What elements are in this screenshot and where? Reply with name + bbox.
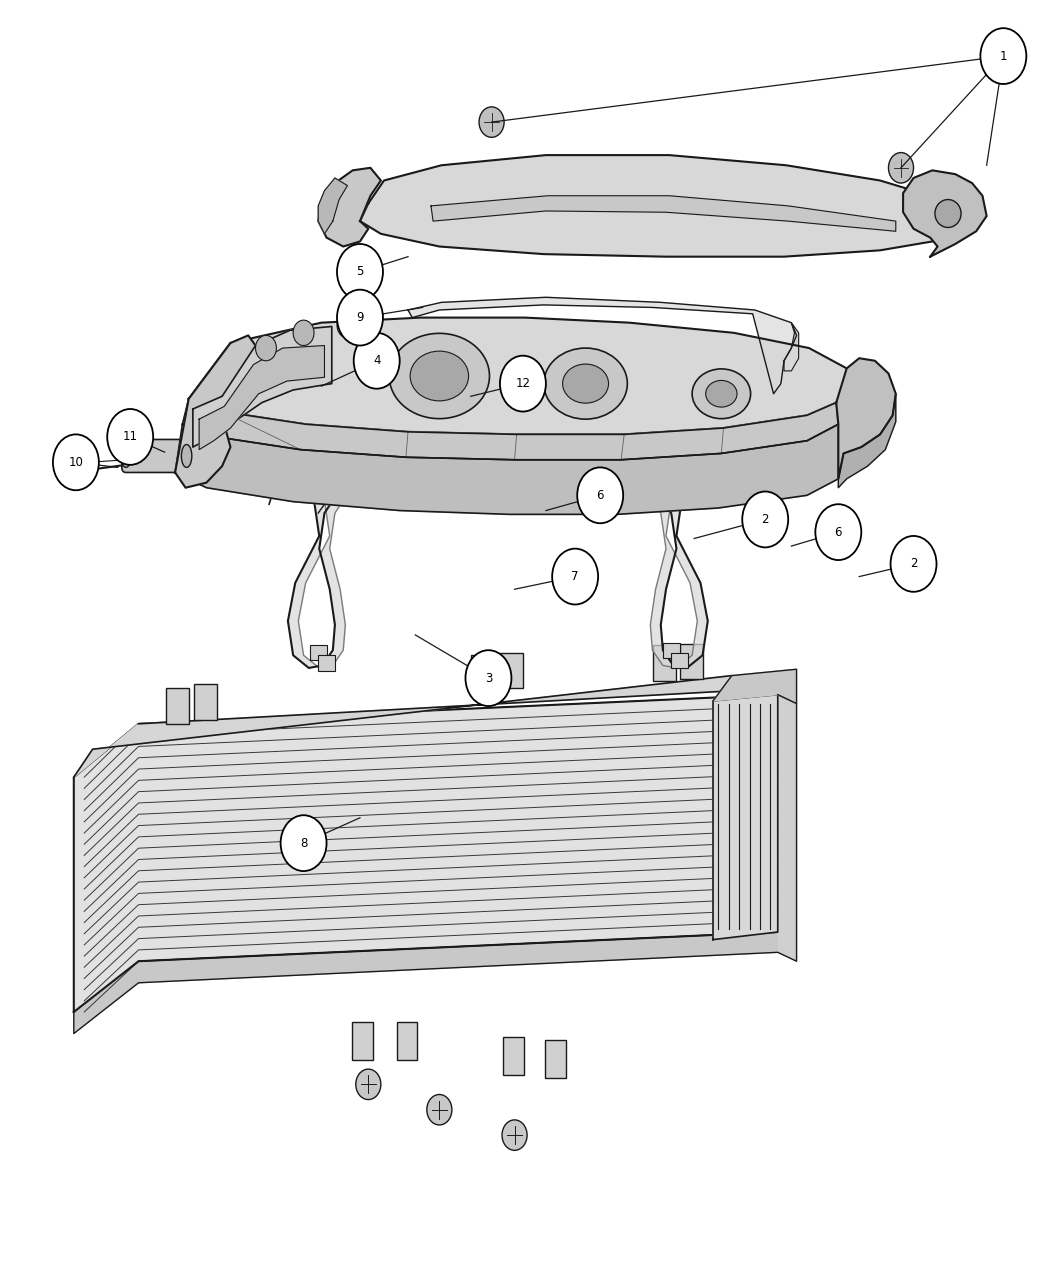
Polygon shape	[318, 168, 381, 246]
FancyBboxPatch shape	[122, 440, 191, 473]
Text: 10: 10	[68, 456, 83, 469]
Text: 11: 11	[123, 431, 138, 444]
Text: 1: 1	[1000, 50, 1007, 62]
Ellipse shape	[411, 351, 468, 400]
Text: 6: 6	[596, 488, 604, 502]
Polygon shape	[288, 500, 345, 668]
Bar	[663, 643, 679, 658]
Circle shape	[465, 650, 511, 706]
Circle shape	[888, 153, 914, 184]
Ellipse shape	[692, 368, 751, 418]
Text: 9: 9	[356, 311, 363, 324]
Text: 2: 2	[761, 513, 769, 527]
Text: 3: 3	[485, 672, 492, 685]
Polygon shape	[175, 425, 838, 514]
Bar	[318, 655, 335, 671]
Circle shape	[337, 289, 383, 346]
FancyBboxPatch shape	[166, 688, 189, 724]
Polygon shape	[713, 695, 778, 940]
Circle shape	[255, 335, 276, 361]
Circle shape	[500, 356, 546, 412]
FancyBboxPatch shape	[545, 1040, 566, 1077]
Circle shape	[981, 28, 1026, 84]
Polygon shape	[183, 399, 838, 460]
Polygon shape	[713, 669, 797, 704]
Polygon shape	[200, 346, 324, 450]
Polygon shape	[318, 179, 348, 233]
Polygon shape	[74, 695, 778, 1012]
Text: 6: 6	[835, 525, 842, 538]
Circle shape	[52, 435, 99, 491]
FancyBboxPatch shape	[679, 644, 702, 680]
Text: 12: 12	[516, 377, 530, 390]
Text: 5: 5	[356, 265, 363, 278]
Polygon shape	[836, 358, 896, 479]
Ellipse shape	[390, 333, 489, 418]
Circle shape	[76, 453, 97, 478]
Bar	[310, 645, 327, 660]
Circle shape	[552, 548, 598, 604]
Circle shape	[354, 333, 400, 389]
FancyBboxPatch shape	[470, 655, 494, 691]
Ellipse shape	[182, 445, 192, 468]
Polygon shape	[838, 394, 896, 488]
FancyBboxPatch shape	[503, 1038, 524, 1075]
Circle shape	[890, 536, 937, 592]
Ellipse shape	[121, 445, 131, 468]
Polygon shape	[193, 326, 332, 448]
FancyBboxPatch shape	[653, 645, 676, 681]
Circle shape	[578, 468, 624, 523]
Polygon shape	[784, 323, 799, 371]
Circle shape	[280, 815, 327, 871]
Polygon shape	[430, 196, 896, 231]
Circle shape	[107, 409, 153, 465]
FancyBboxPatch shape	[397, 1023, 418, 1061]
Circle shape	[337, 244, 383, 300]
Polygon shape	[778, 695, 797, 961]
Circle shape	[742, 492, 789, 547]
Circle shape	[356, 1070, 381, 1099]
Polygon shape	[175, 335, 255, 488]
Text: 2: 2	[909, 557, 918, 570]
Text: 8: 8	[300, 836, 308, 849]
Circle shape	[479, 107, 504, 138]
Polygon shape	[74, 676, 732, 778]
Text: 7: 7	[571, 570, 579, 583]
Circle shape	[502, 1119, 527, 1150]
Polygon shape	[903, 171, 987, 256]
Ellipse shape	[563, 365, 609, 403]
Ellipse shape	[706, 380, 737, 407]
Polygon shape	[360, 156, 956, 256]
Ellipse shape	[544, 348, 627, 419]
FancyBboxPatch shape	[352, 1023, 373, 1061]
FancyBboxPatch shape	[500, 653, 523, 689]
Polygon shape	[74, 932, 778, 1034]
Ellipse shape	[934, 200, 961, 227]
Polygon shape	[408, 297, 797, 394]
Circle shape	[293, 320, 314, 346]
Circle shape	[426, 1094, 452, 1125]
Circle shape	[337, 312, 358, 338]
Polygon shape	[189, 317, 848, 435]
Circle shape	[816, 504, 861, 560]
Text: 4: 4	[373, 354, 380, 367]
Polygon shape	[650, 500, 708, 668]
Bar	[671, 653, 688, 668]
FancyBboxPatch shape	[194, 685, 217, 720]
